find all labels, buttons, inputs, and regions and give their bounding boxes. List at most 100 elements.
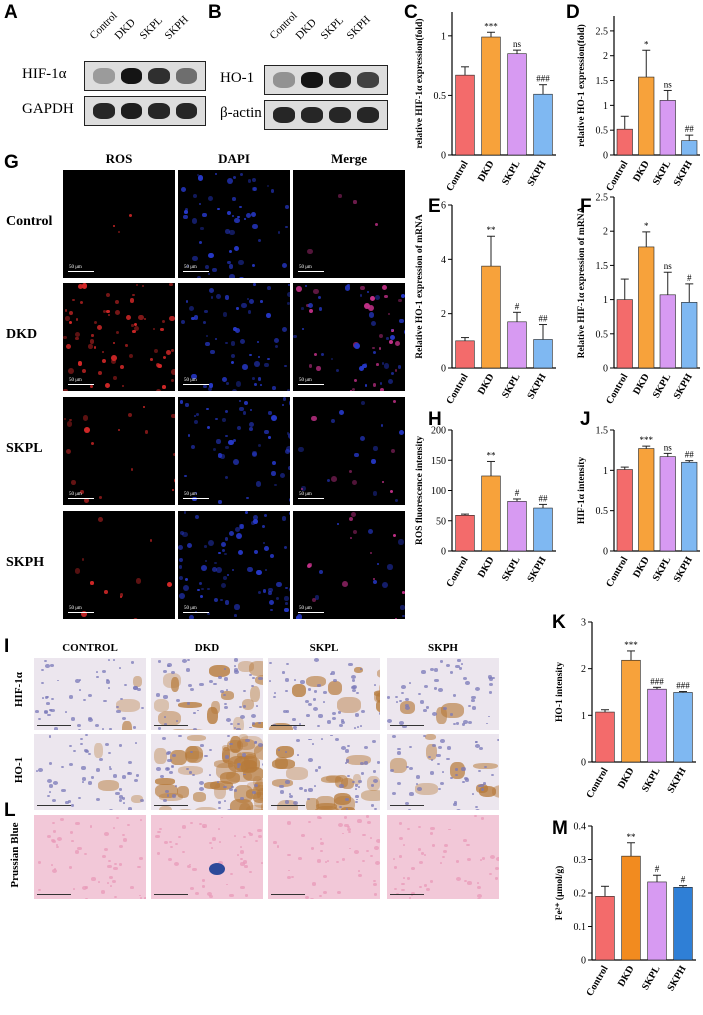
blot-band [120, 68, 142, 84]
x-tick-label: DKD [616, 766, 637, 791]
significance-label: ns [664, 79, 673, 89]
lane-label: Control [87, 9, 120, 43]
y-tick-label: 0.1 [574, 922, 587, 933]
bar [659, 456, 676, 552]
ihc-row-label: HO-1 [13, 756, 25, 784]
x-tick-label: Control [604, 159, 630, 193]
y-tick-label: 0.5 [434, 91, 447, 102]
bar [616, 469, 633, 552]
fluorescence-image: 50 μm [293, 511, 405, 619]
scale-bar-label: 50 μm [299, 606, 312, 611]
x-tick-label: DKD [476, 159, 497, 184]
y-tick-label: 100 [431, 486, 446, 497]
significance-label: *** [640, 435, 654, 445]
x-tick-label: SKPL [500, 555, 523, 583]
significance-label: * [644, 39, 649, 49]
x-tick-label: DKD [631, 555, 652, 580]
fluorescence-image: 50 μm [63, 170, 175, 278]
blot-band [357, 72, 379, 88]
bar [595, 711, 615, 763]
scale-bar-label: 50 μm [69, 265, 82, 270]
row-label: β-actin [220, 105, 262, 121]
bar [533, 507, 553, 552]
y-tick-label: 0.3 [574, 855, 587, 866]
bar [621, 855, 641, 961]
blot-row [264, 100, 388, 130]
bar [647, 688, 667, 763]
x-tick-label: SKPH [672, 159, 695, 188]
fluorescence-image: 50 μm [178, 283, 290, 391]
fluo-column-label: Merge [330, 151, 368, 166]
row-label: GAPDH [22, 101, 74, 117]
blot-band [301, 107, 323, 123]
significance-label: ** [627, 832, 637, 842]
bar [681, 140, 698, 156]
prussian-blue-image [34, 815, 146, 899]
x-tick-label: SKPL [640, 766, 663, 794]
scale-bar-label: 50 μm [184, 378, 197, 383]
blot-band [175, 103, 197, 119]
blot-row [84, 61, 206, 91]
x-tick-label: DKD [616, 964, 637, 989]
prussian-blue-image [387, 815, 499, 899]
y-tick-label: 0.5 [596, 329, 609, 340]
y-tick-label: 2 [581, 664, 586, 675]
significance-label: *** [484, 21, 498, 31]
x-tick-label: SKPH [665, 964, 688, 993]
significance-label: ** [487, 450, 497, 460]
panel-label-e: E [428, 196, 441, 217]
y-tick-label: 2.5 [596, 193, 609, 204]
ihc-column-label: SKPH [428, 642, 458, 654]
significance-label: *** [624, 640, 638, 650]
row-label: HO-1 [220, 70, 255, 86]
significance-label: ### [676, 681, 690, 691]
ihc-image [268, 658, 380, 730]
y-tick-label: 1 [441, 31, 446, 42]
y-tick-label: 1 [603, 466, 608, 477]
panel-label-j: J [580, 409, 591, 430]
x-tick-label: SKPL [651, 372, 674, 400]
fluorescence-image: 50 μm [293, 283, 405, 391]
bar [455, 515, 475, 552]
bar [659, 100, 676, 156]
bar [647, 881, 667, 961]
significance-label: ## [539, 493, 549, 503]
y-tick-label: 0 [441, 547, 446, 558]
significance-label: ### [536, 74, 550, 84]
scale-bar-label: 50 μm [69, 606, 82, 611]
bar [455, 74, 475, 156]
fluorescence-image: 50 μm [293, 397, 405, 505]
scale-bar-label: 50 μm [184, 492, 197, 497]
bar [681, 302, 698, 369]
ihc-row-label: Prussian Blue [9, 822, 21, 888]
significance-label: ## [685, 450, 695, 460]
y-tick-label: 50 [436, 516, 446, 527]
x-tick-label: Control [444, 555, 470, 589]
y-axis-label: relative HIF-1α expression(fold) [414, 18, 425, 148]
bar [455, 340, 475, 369]
significance-label: # [655, 864, 660, 874]
y-tick-label: 0 [603, 547, 608, 558]
x-tick-label: SKPL [500, 372, 523, 400]
x-tick-label: DKD [631, 372, 652, 397]
lane-label: SKPH [162, 13, 191, 42]
y-tick-label: 4 [441, 255, 446, 266]
x-tick-label: Control [604, 372, 630, 406]
significance-label: ### [650, 676, 664, 686]
x-tick-label: SKPH [525, 555, 548, 584]
bar [638, 448, 655, 552]
y-tick-label: 1 [581, 711, 586, 722]
blot-band [273, 72, 295, 88]
blot-band [357, 107, 379, 123]
scale-bar-label: 50 μm [184, 606, 197, 611]
y-tick-label: 2.5 [596, 26, 609, 37]
y-tick-label: 1.5 [596, 76, 609, 87]
fluorescence-image: 50 μm [63, 283, 175, 391]
lane-label: SKPL [137, 14, 166, 42]
y-tick-label: 2 [441, 309, 446, 320]
bar [673, 887, 693, 961]
y-tick-label: 2 [603, 51, 608, 62]
y-tick-label: 0 [603, 364, 608, 375]
x-tick-label: DKD [476, 555, 497, 580]
x-tick-label: SKPH [672, 372, 695, 401]
